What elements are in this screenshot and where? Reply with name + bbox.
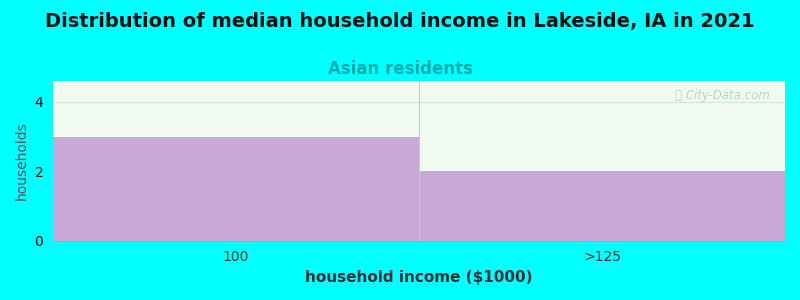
Text: Distribution of median household income in Lakeside, IA in 2021: Distribution of median household income … bbox=[45, 12, 755, 31]
Y-axis label: households: households bbox=[15, 122, 29, 200]
Bar bbox=[419, 171, 785, 241]
Bar bbox=[53, 136, 419, 241]
X-axis label: household income ($1000): household income ($1000) bbox=[306, 270, 533, 285]
Text: Asian residents: Asian residents bbox=[327, 60, 473, 78]
Text: ⓘ City-Data.com: ⓘ City-Data.com bbox=[675, 89, 770, 102]
